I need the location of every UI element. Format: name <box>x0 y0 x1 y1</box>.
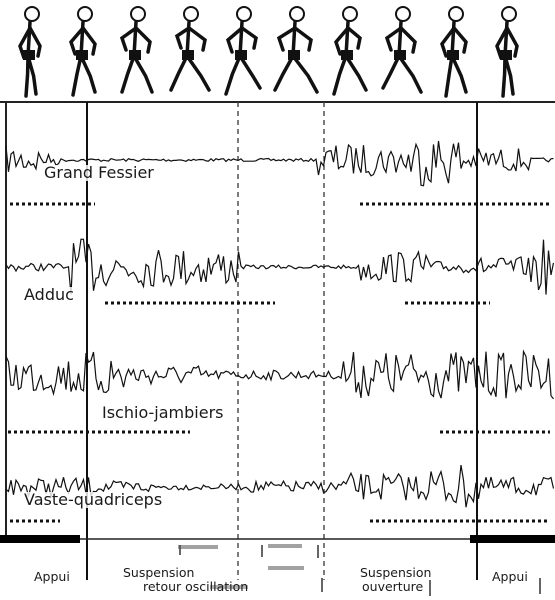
runner-figure <box>332 6 368 96</box>
runner-figure <box>440 6 468 98</box>
trace-grand-fessier <box>5 140 554 187</box>
phase-suspension-ouverture-line2: ouverture <box>362 579 424 595</box>
trace-vaste <box>5 465 555 508</box>
phase-appui-right: Appui <box>492 569 528 584</box>
emg-traces <box>5 140 555 508</box>
label-ischio-jambiers: Ischio-jambiers <box>100 403 226 422</box>
runner-figure <box>18 6 42 98</box>
runner-figure <box>224 6 262 96</box>
activity-bars <box>8 202 550 523</box>
phase-suspension-retour: Suspension retour oscillation <box>115 565 275 595</box>
runner-figure <box>69 6 97 97</box>
phase-suspension-retour-line2: retour oscillation <box>143 579 249 595</box>
runner-figure <box>495 6 519 98</box>
phase-suspension-ouverture-line1: Suspension <box>360 565 432 580</box>
runner-sequence <box>18 6 519 98</box>
appui-bar-left <box>0 535 80 543</box>
runner-figure <box>381 6 423 94</box>
label-adduc: Adduc <box>22 285 76 304</box>
label-vaste-quadriceps: Vaste-quadriceps <box>22 490 165 509</box>
label-grand-fessier: Grand Fessier <box>42 163 156 182</box>
appui-bar-right <box>470 535 555 543</box>
trace-ischio <box>5 349 554 400</box>
phase-suspension-ouverture: Suspension ouverture <box>352 565 452 595</box>
trace-adduc <box>5 238 555 295</box>
runner-figure <box>119 6 154 94</box>
scale-blur-marks <box>178 544 304 589</box>
runner-figure <box>169 6 211 92</box>
phase-suspension-retour-line1: Suspension <box>123 565 195 580</box>
phase-appui-left: Appui <box>34 569 70 584</box>
runner-figure <box>273 6 319 94</box>
